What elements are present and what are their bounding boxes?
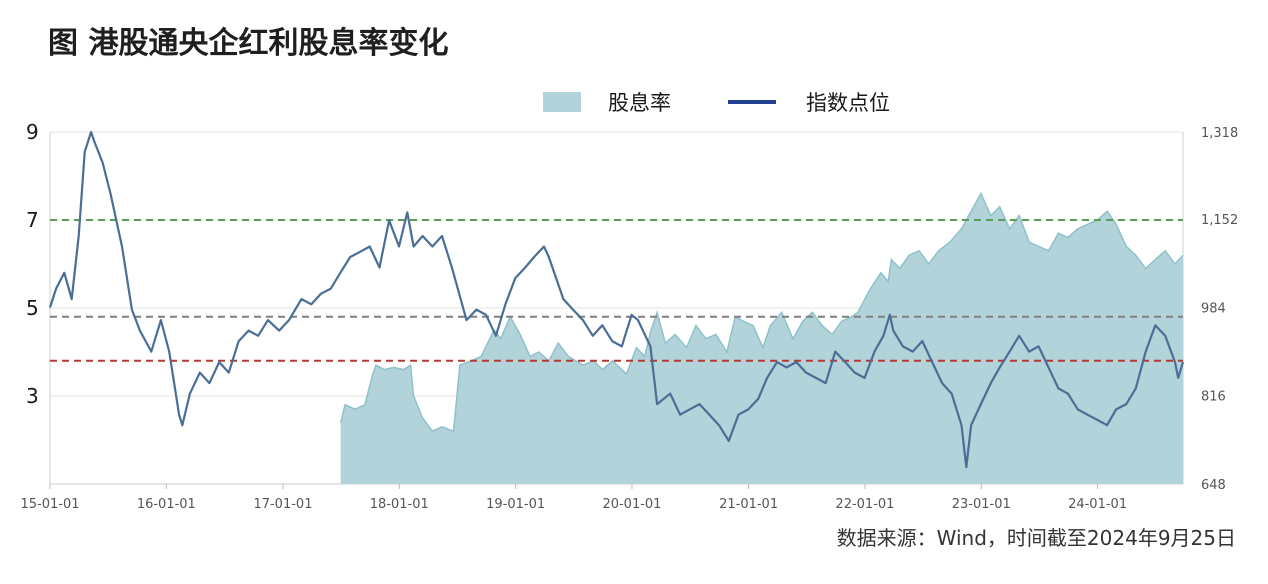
axis-ticks: 9 7 5 3 1,318 1,152 984 816 648 15-01-01 16-01-01 1… xyxy=(20,120,1238,512)
x-axis-tick-label: 24-01-01 xyxy=(1068,497,1127,512)
x-axis-tick-label: 20-01-01 xyxy=(602,497,661,512)
left-axis-tick-label: 7 xyxy=(26,208,39,232)
right-axis-tick-label: 816 xyxy=(1201,390,1226,405)
right-axis-tick-label: 1,152 xyxy=(1201,213,1238,228)
legend-swatch-dividend-yield xyxy=(543,92,581,112)
x-axis-tick-label: 23-01-01 xyxy=(952,497,1011,512)
right-axis-tick-label: 1,318 xyxy=(1201,126,1238,141)
right-axis-tick-label: 984 xyxy=(1201,301,1226,316)
index-level-line xyxy=(48,130,1185,469)
legend-label-dividend-yield: 股息率 xyxy=(608,91,671,115)
legend-label-index-level: 指数点位 xyxy=(806,91,890,115)
x-axis-tick-label: 17-01-01 xyxy=(253,497,312,512)
legend: 股息率 指数点位 xyxy=(543,91,890,115)
chart-title: 图 港股通央企红利股息率变化 xyxy=(48,26,448,61)
data-source-note: 数据来源：Wind，时间截至2024年9月25日 xyxy=(837,526,1236,550)
left-axis-tick-label: 3 xyxy=(26,384,39,408)
x-axis-tick-label: 16-01-01 xyxy=(137,497,196,512)
left-axis-tick-label: 5 xyxy=(26,296,39,320)
dividend-yield-area-edge xyxy=(339,191,1184,433)
right-axis-tick-label: 648 xyxy=(1201,478,1226,493)
left-axis-tick-label: 9 xyxy=(26,120,39,144)
plot-area xyxy=(48,130,1185,485)
dividend-yield-area xyxy=(340,193,1183,484)
x-axis-tick-label: 18-01-01 xyxy=(370,497,429,512)
x-axis-tick-label: 21-01-01 xyxy=(719,497,778,512)
x-axis-tick-label: 19-01-01 xyxy=(486,497,545,512)
x-axis-tick-label: 22-01-01 xyxy=(835,497,894,512)
x-axis-tick-label: 15-01-01 xyxy=(20,497,79,512)
